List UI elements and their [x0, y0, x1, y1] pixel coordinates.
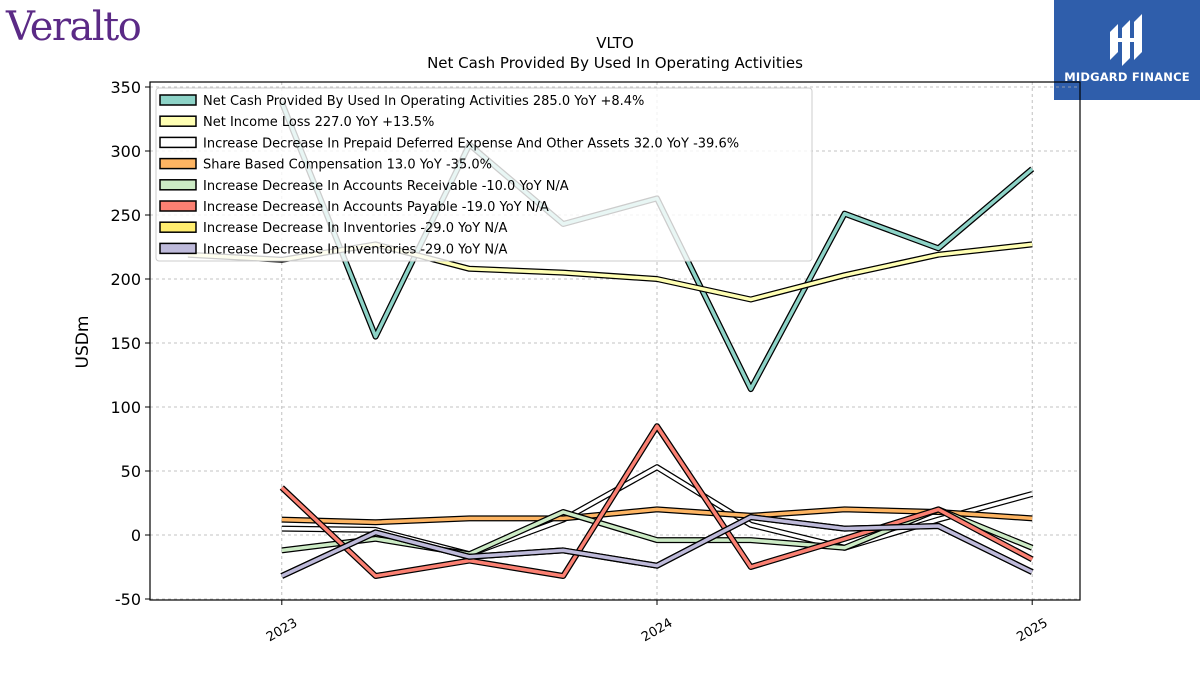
legend-swatch — [159, 242, 197, 255]
series-line-increase-decrease-in-accounts-payable — [280, 424, 1034, 578]
legend-swatch — [159, 221, 197, 233]
y-tick-label: 50 — [121, 462, 141, 481]
legend-entry: Net Cash Provided By Used In Operating A… — [203, 94, 644, 109]
y-tick-label: 100 — [110, 398, 141, 417]
legend-entry: Increase Decrease In Inventories -29.0 Y… — [203, 221, 507, 236]
x-axis: 2023 2024 2025 — [264, 600, 1051, 645]
y-axis-label: USDm — [73, 316, 93, 369]
y-tick-label: 200 — [110, 270, 141, 289]
midgard-finance-logo: MIDGARD FINANCE — [1054, 0, 1200, 100]
legend-swatch — [159, 115, 197, 127]
legend-swatch — [159, 200, 197, 212]
y-tick-label: 150 — [110, 334, 141, 353]
midgard-emblem-icon — [1110, 14, 1142, 66]
x-tick-label: 2024 — [639, 616, 675, 646]
legend-box — [155, 87, 813, 262]
plot-frame — [149, 81, 1081, 601]
y-tick-label: 250 — [110, 206, 141, 225]
legend-entry: Increase Decrease In Prepaid Deferred Ex… — [203, 136, 739, 151]
chart-subtitle: Net Cash Provided By Used In Operating A… — [427, 54, 803, 72]
legend-swatch — [159, 157, 197, 170]
legend-entry: Increase Decrease In Inventories -29.0 Y… — [203, 242, 507, 257]
series-line-increase-decrease-in-inventories — [281, 515, 1033, 578]
chart-title: VLTO — [596, 34, 634, 52]
legend-swatch — [159, 179, 197, 191]
legend-entry: Net Income Loss 227.0 YoY +13.5% — [203, 115, 434, 130]
series-line-share-based-compensation — [281, 507, 1033, 524]
legend-swatch — [159, 94, 197, 106]
y-tick-label: 0 — [131, 526, 141, 545]
legend-entry: Share Based Compensation 13.0 YoY -35.0% — [203, 158, 492, 173]
brand-name: MIDGARD FINANCE — [1064, 70, 1190, 84]
x-tick-label: 2025 — [1014, 616, 1050, 646]
legend-swatch — [159, 136, 197, 149]
chart-title-block: VLTO Net Cash Provided By Used In Operat… — [150, 33, 1080, 73]
y-tick-label: 350 — [110, 78, 141, 97]
legend-entry: Increase Decrease In Accounts Payable -1… — [203, 200, 549, 215]
y-tick-label: 300 — [110, 142, 141, 161]
legend-entry: Increase Decrease In Accounts Receivable… — [203, 179, 569, 194]
y-tick-label: -50 — [115, 590, 141, 609]
x-tick-label: 2023 — [264, 616, 300, 646]
y-axis: -50 0 50 100 150 200 250 300 350 — [110, 78, 150, 609]
legend: Net Cash Provided By Used In Operating A… — [155, 87, 813, 262]
veralto-logo: Veralto — [6, 4, 142, 50]
